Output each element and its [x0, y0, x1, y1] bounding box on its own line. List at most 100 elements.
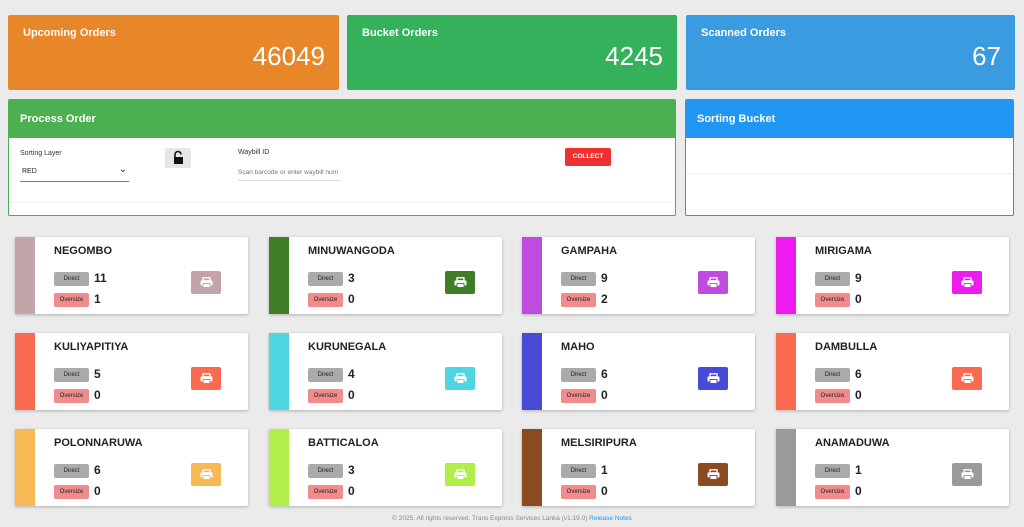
collect-button[interactable]: COLLECT [565, 148, 611, 166]
print-button[interactable] [952, 271, 982, 294]
sorting-bucket-title: Sorting Bucket [686, 100, 1013, 138]
oversize-badge: Oversize [308, 485, 343, 499]
oversize-badge: Oversize [561, 485, 596, 499]
direct-count: 4 [348, 367, 355, 381]
bucket-card: MELSIRIPURA Direct 1 Oversize 0 [522, 429, 755, 506]
bucket-name: MELSIRIPURA [561, 437, 637, 449]
bucket-name: MAHO [561, 341, 595, 353]
bucket-color-stripe [15, 429, 35, 506]
chevron-down-icon: ⌄ [118, 164, 127, 175]
release-notes-link[interactable]: Release Notes [589, 515, 632, 522]
panel-divider [9, 202, 675, 203]
oversize-count: 0 [601, 484, 608, 498]
direct-badge: Direct [561, 368, 596, 382]
bucket-card: DAMBULLA Direct 6 Oversize 0 [776, 333, 1009, 410]
oversize-count: 0 [855, 292, 862, 306]
bucket-name: MINUWANGODA [308, 245, 395, 257]
direct-count: 6 [601, 367, 608, 381]
bucket-name: KULIYAPITIYA [54, 341, 129, 353]
printer-icon [961, 469, 974, 480]
oversize-badge: Oversize [54, 389, 89, 403]
bucket-orders-label: Bucket Orders [362, 27, 438, 39]
printer-icon [961, 373, 974, 384]
bucket-color-stripe [522, 237, 542, 314]
print-button[interactable] [191, 271, 221, 294]
oversize-count: 0 [855, 388, 862, 402]
print-button[interactable] [698, 367, 728, 390]
printer-icon [454, 277, 467, 288]
oversize-badge: Oversize [308, 389, 343, 403]
printer-icon [454, 373, 467, 384]
bucket-name: DAMBULLA [815, 341, 878, 353]
bucket-color-stripe [15, 333, 35, 410]
printer-icon [707, 469, 720, 480]
direct-badge: Direct [815, 368, 850, 382]
oversize-count: 0 [601, 388, 608, 402]
bucket-color-stripe [776, 429, 796, 506]
oversize-badge: Oversize [815, 485, 850, 499]
bucket-name: BATTICALOA [308, 437, 379, 449]
printer-icon [200, 277, 213, 288]
bucket-color-stripe [269, 237, 289, 314]
direct-count: 6 [94, 463, 101, 477]
oversize-badge: Oversize [54, 293, 89, 307]
bucket-card: BATTICALOA Direct 3 Oversize 0 [269, 429, 502, 506]
sorting-layer-label: Sorting Layer [20, 150, 62, 157]
direct-count: 3 [348, 463, 355, 477]
printer-icon [454, 469, 467, 480]
bucket-card: MIRIGAMA Direct 9 Oversize 0 [776, 237, 1009, 314]
printer-icon [200, 469, 213, 480]
sorting-layer-select[interactable]: RED ⌄ [20, 164, 129, 182]
direct-count: 3 [348, 271, 355, 285]
sorting-layer-value: RED [22, 168, 37, 175]
direct-count: 6 [855, 367, 862, 381]
direct-badge: Direct [54, 464, 89, 478]
print-button[interactable] [952, 367, 982, 390]
print-button[interactable] [698, 463, 728, 486]
print-button[interactable] [445, 367, 475, 390]
unlock-icon [174, 150, 183, 164]
direct-badge: Direct [561, 272, 596, 286]
bucket-color-stripe [15, 237, 35, 314]
bucket-card: MINUWANGODA Direct 3 Oversize 0 [269, 237, 502, 314]
direct-count: 1 [855, 463, 862, 477]
oversize-count: 0 [348, 292, 355, 306]
oversize-badge: Oversize [308, 293, 343, 307]
process-order-title: Process Order [9, 100, 675, 138]
direct-count: 5 [94, 367, 101, 381]
direct-badge: Direct [54, 368, 89, 382]
direct-badge: Direct [561, 464, 596, 478]
printer-icon [707, 373, 720, 384]
process-order-panel: Process Order Sorting Layer RED ⌄ Waybil… [8, 99, 676, 216]
oversize-count: 0 [348, 484, 355, 498]
sorting-bucket-panel: Sorting Bucket [685, 99, 1014, 216]
lock-toggle-button[interactable] [165, 148, 191, 168]
print-button[interactable] [191, 463, 221, 486]
bucket-card: NEGOMBO Direct 11 Oversize 1 [15, 237, 248, 314]
bucket-orders-card: Bucket Orders 4245 [347, 15, 677, 90]
bucket-color-stripe [522, 333, 542, 410]
oversize-count: 0 [348, 388, 355, 402]
footer-copyright: © 2025. All rights reserved. Trans Expre… [392, 515, 588, 522]
oversize-badge: Oversize [815, 293, 850, 307]
oversize-count: 0 [94, 388, 101, 402]
print-button[interactable] [191, 367, 221, 390]
direct-badge: Direct [815, 464, 850, 478]
oversize-badge: Oversize [815, 389, 850, 403]
scanned-orders-card: Scanned Orders 67 [686, 15, 1015, 90]
upcoming-orders-value: 46049 [252, 41, 325, 71]
oversize-count: 1 [94, 292, 101, 306]
direct-badge: Direct [815, 272, 850, 286]
print-button[interactable] [698, 271, 728, 294]
waybill-id-input[interactable] [238, 164, 340, 181]
print-button[interactable] [445, 463, 475, 486]
direct-count: 11 [94, 271, 107, 285]
bucket-color-stripe [522, 429, 542, 506]
direct-count: 1 [601, 463, 608, 477]
print-button[interactable] [445, 271, 475, 294]
print-button[interactable] [952, 463, 982, 486]
upcoming-orders-card: Upcoming Orders 46049 [8, 15, 339, 90]
oversize-badge: Oversize [561, 389, 596, 403]
bucket-name: NEGOMBO [54, 245, 113, 257]
oversize-badge: Oversize [561, 293, 596, 307]
